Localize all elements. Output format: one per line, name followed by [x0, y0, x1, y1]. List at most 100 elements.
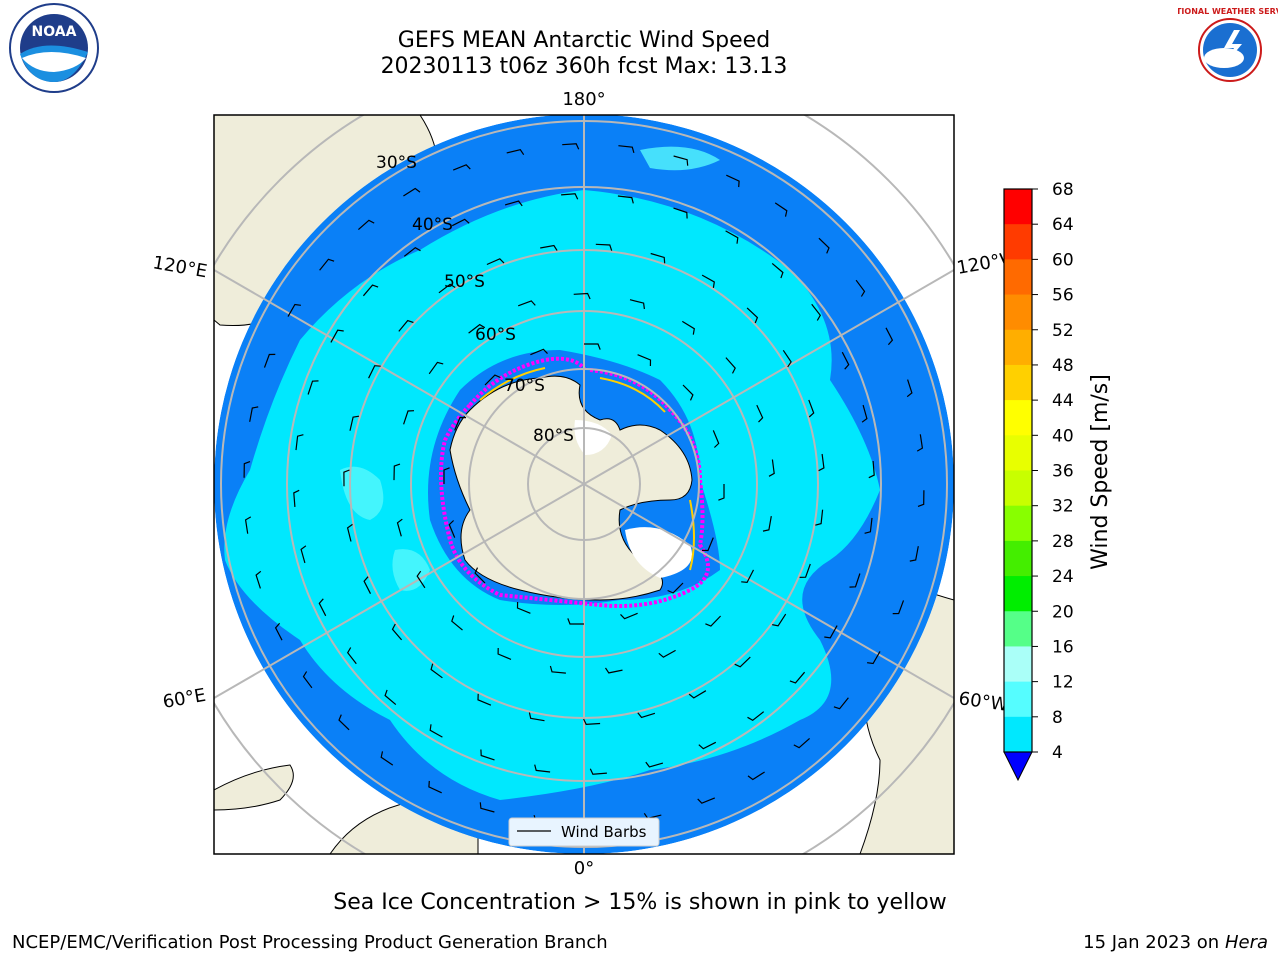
wind-barb [916, 434, 924, 452]
colorbar-label: Wind Speed [m/s] [1088, 374, 1113, 570]
footer-branch: NCEP/EMC/Verification Post Processing Pr… [12, 932, 608, 953]
wind-barb [534, 764, 551, 773]
wind-barb [249, 406, 259, 422]
wind-barb [398, 319, 414, 332]
colorbar-segment [1004, 540, 1032, 577]
colorbar-segment [1004, 611, 1032, 647]
wind-barb [454, 416, 467, 431]
colorbar-tick-label: 40 [1052, 426, 1074, 446]
wind-barb [818, 237, 830, 254]
wind-barb [338, 714, 350, 731]
wind-barb [741, 569, 755, 584]
wind-barb [368, 365, 381, 379]
footer-date: 15 Jan 2023 on Hera [1083, 932, 1268, 953]
wind-barb [561, 193, 579, 200]
wind-barb [705, 615, 722, 627]
colorbar-tick-label: 68 [1052, 180, 1074, 200]
wind-barb [849, 573, 861, 588]
wind-barb [358, 219, 375, 231]
wind-barb [658, 649, 676, 658]
wind-barb [793, 737, 810, 749]
wind-barb [909, 546, 919, 562]
wind-barb [343, 469, 350, 487]
wind-barb [629, 299, 645, 310]
colorbar-segment [1004, 681, 1032, 718]
sea-ice-high [479, 367, 695, 571]
colorbar-segment [1004, 576, 1032, 612]
wind-barb [346, 647, 357, 665]
wind-barb [617, 195, 634, 204]
wind-barb [403, 246, 421, 257]
wind-barb [815, 509, 824, 526]
wind-barb [255, 570, 262, 589]
wind-barb [673, 155, 689, 166]
wind-barb [645, 761, 664, 768]
wind-barb [682, 384, 694, 401]
colorbar-tick-label: 20 [1052, 602, 1074, 622]
colorbar-tick-label: 44 [1052, 391, 1074, 411]
wind-barb [701, 274, 715, 288]
wind-barb [768, 459, 775, 477]
wind-barb [772, 613, 787, 627]
wind-barb [867, 651, 881, 665]
meridian-60e-120w [214, 269, 954, 699]
wind-barb [906, 379, 913, 398]
wind-barb [540, 244, 558, 251]
wind-barb [799, 563, 811, 578]
wind-barb [263, 353, 276, 368]
wind-barb [243, 461, 251, 478]
lon-label-180: 180° [562, 89, 605, 110]
sea-ice-caption: Sea Ice Concentration > 15% is shown in … [333, 890, 947, 915]
colorbar-tick-label: 16 [1052, 637, 1074, 657]
wind-barb [824, 625, 838, 639]
wind-barb [589, 768, 607, 775]
wind-barb [393, 463, 401, 481]
wind-barb [698, 741, 717, 750]
wind-barb [774, 202, 788, 217]
wind-barb [484, 374, 501, 386]
map-border [213, 114, 955, 855]
colorbar-segment [1004, 435, 1032, 471]
wind-barb [330, 329, 344, 343]
colorbar-tick-label: 8 [1052, 708, 1063, 728]
lat-label-80s: 80°S [533, 426, 574, 446]
wind-barb [595, 243, 613, 251]
wind-barb [349, 415, 360, 431]
wind-barb [567, 618, 584, 625]
wind-barb [712, 430, 720, 448]
wind-barb [443, 467, 450, 484]
wind-barb [688, 690, 707, 699]
wind-barb [448, 520, 456, 538]
wind-barb [486, 258, 505, 266]
chart-subtitle: 20230113 t06z 360h fcst Max: 13.13 [380, 54, 788, 79]
wind-barb [363, 576, 372, 594]
lon-label-120e: 120°E [151, 252, 209, 282]
wind-barb [855, 279, 866, 297]
wind-barb [528, 712, 545, 722]
wind-barb [319, 258, 335, 271]
wind-barb [452, 164, 471, 171]
wind-barb [747, 711, 765, 722]
colorbar-segment [1004, 470, 1032, 507]
sea-ice-edge [439, 356, 710, 608]
colorbar-tick-label: 64 [1052, 215, 1074, 235]
colorbar-tick-label: 52 [1052, 321, 1074, 341]
antarctica-land [449, 375, 693, 601]
wind-barb [428, 780, 442, 794]
lon-label-0: 0° [574, 858, 594, 879]
wind-barb [302, 671, 313, 689]
wind-barb [430, 663, 443, 679]
colorbar-segment [1004, 716, 1032, 753]
wind-barb [861, 404, 868, 423]
wind-barb [620, 612, 638, 620]
ice-shelf [625, 527, 692, 578]
wind-barb [516, 601, 531, 614]
colorbar-extend-arrow [1003, 751, 1033, 782]
colorbar-tick-label: 4 [1052, 743, 1063, 763]
svg-text:Wind Barbs: Wind Barbs [561, 823, 647, 841]
wind-barb [416, 570, 426, 589]
noaa-logo: NOAA [4, 2, 104, 102]
wind-barb [506, 149, 525, 156]
wind-barb [818, 453, 825, 472]
colorbar-tick-label: 28 [1052, 532, 1074, 552]
